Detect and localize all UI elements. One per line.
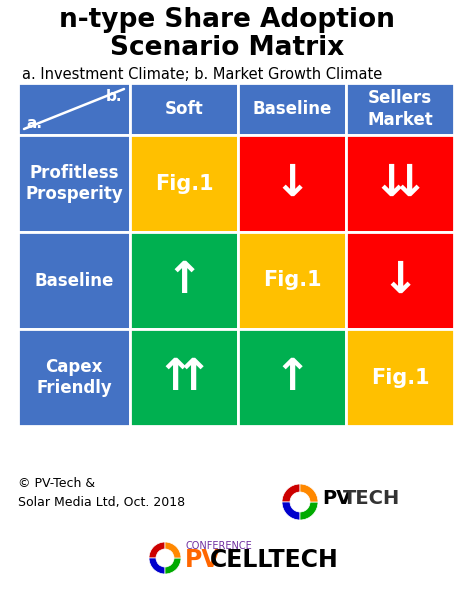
Bar [346,83,454,135]
Wedge shape [165,558,181,574]
Bar [130,329,238,426]
Bar [18,329,130,426]
Wedge shape [300,502,318,520]
Text: b.: b. [105,89,122,104]
Text: Fig.1: Fig.1 [370,367,429,387]
Text: Baseline: Baseline [35,272,114,290]
Bar [346,135,454,232]
Wedge shape [165,542,181,558]
Bar [130,135,238,232]
Text: ↑: ↑ [273,356,311,399]
Bar [238,83,346,135]
Text: a.: a. [26,116,42,131]
Text: Profitless
Prosperity: Profitless Prosperity [25,164,123,203]
Bar [346,329,454,426]
Text: CELLTECH: CELLTECH [210,548,339,572]
Text: ↓: ↓ [381,259,419,302]
Bar [18,135,130,232]
Bar [18,232,130,329]
Bar [238,232,346,329]
Wedge shape [282,502,300,520]
Text: Fig.1: Fig.1 [263,270,321,290]
Text: Soft: Soft [165,100,203,118]
Text: Baseline: Baseline [252,100,332,118]
Text: TECH: TECH [343,488,400,508]
Wedge shape [300,484,318,502]
Text: ↓: ↓ [372,162,409,205]
Bar [346,232,454,329]
Text: Capex
Friendly: Capex Friendly [36,358,112,397]
Text: PV: PV [185,548,221,572]
Text: PV: PV [322,488,351,508]
Text: ↑: ↑ [156,356,193,399]
Text: n-type Share Adoption: n-type Share Adoption [59,7,395,33]
Bar [18,83,130,135]
Text: CONFERENCE: CONFERENCE [185,541,252,551]
Text: Scenario Matrix: Scenario Matrix [110,35,344,61]
Text: Fig.1: Fig.1 [155,174,213,194]
Text: a. Investment Climate; b. Market Growth Climate: a. Investment Climate; b. Market Growth … [22,67,382,82]
Text: ↓: ↓ [391,162,428,205]
Text: © PV-Tech &
Solar Media Ltd, Oct. 2018: © PV-Tech & Solar Media Ltd, Oct. 2018 [18,477,185,509]
Wedge shape [149,542,165,558]
Bar [130,83,238,135]
Wedge shape [282,484,300,502]
Bar [130,232,238,329]
Text: ↑: ↑ [175,356,212,399]
Text: ↓: ↓ [273,162,311,205]
Bar [238,329,346,426]
Text: ↑: ↑ [165,259,202,302]
Bar [238,135,346,232]
Text: Sellers
Market: Sellers Market [367,90,433,129]
Wedge shape [149,558,165,574]
